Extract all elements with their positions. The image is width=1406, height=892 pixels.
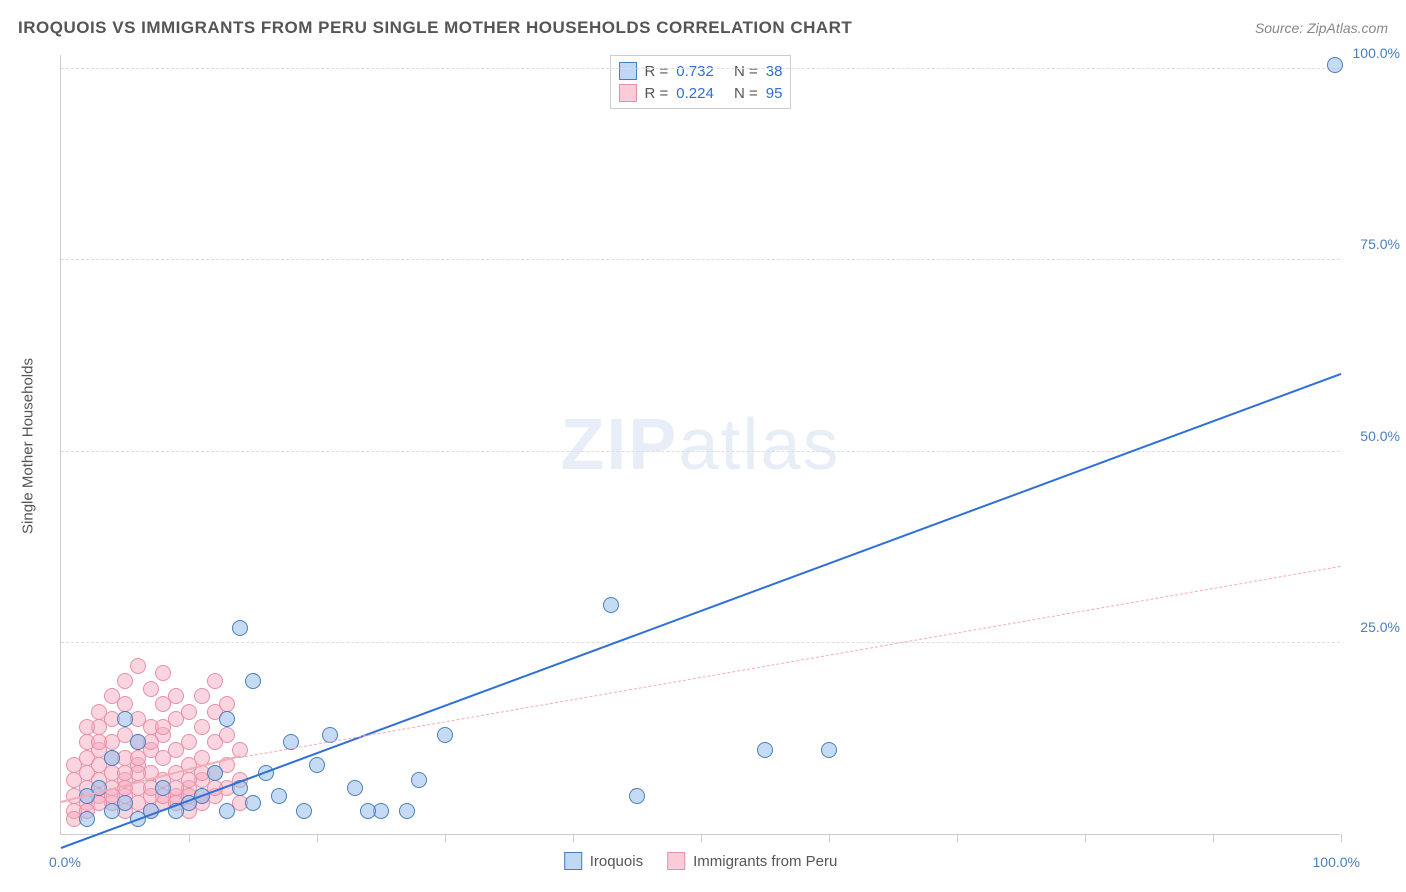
ytick-label: 100.0%: [1353, 45, 1400, 61]
source-attribution: Source: ZipAtlas.com: [1255, 20, 1388, 36]
data-point-pink: [181, 734, 197, 750]
data-point-pink: [91, 734, 107, 750]
gridline-h: [61, 642, 1340, 643]
data-point-blue: [79, 811, 95, 827]
data-point-blue: [296, 803, 312, 819]
data-point-blue: [360, 803, 376, 819]
xtick-mark: [189, 834, 190, 842]
data-point-blue: [757, 742, 773, 758]
data-point-blue: [155, 780, 171, 796]
ytick-label: 50.0%: [1360, 428, 1400, 444]
data-point-pink: [194, 719, 210, 735]
data-point-pink: [143, 681, 159, 697]
r-value: 0.732: [676, 63, 714, 80]
swatch-icon: [619, 84, 637, 102]
r-label: R =: [645, 63, 669, 80]
data-point-blue: [629, 788, 645, 804]
swatch-icon: [564, 852, 582, 870]
watermark-bold: ZIP: [560, 405, 678, 485]
scatter-plot-area: ZIPatlas R = 0.732 N = 38 R = 0.224 N = …: [60, 55, 1340, 835]
stats-row-pink: R = 0.224 N = 95: [619, 82, 783, 104]
legend-label: Iroquois: [590, 853, 643, 870]
xtick-mark: [1213, 834, 1214, 842]
xtick-mark: [701, 834, 702, 842]
data-point-pink: [168, 688, 184, 704]
data-point-pink: [181, 704, 197, 720]
n-value: 38: [766, 63, 783, 80]
regression-line: [240, 565, 1341, 757]
data-point-pink: [194, 688, 210, 704]
x-origin-label: 0.0%: [49, 854, 81, 870]
xtick-mark: [317, 834, 318, 842]
legend-label: Immigrants from Peru: [693, 853, 837, 870]
xtick-mark: [1085, 834, 1086, 842]
xtick-mark: [445, 834, 446, 842]
data-point-blue: [271, 788, 287, 804]
chart-header: IROQUOIS VS IMMIGRANTS FROM PERU SINGLE …: [18, 18, 1388, 38]
data-point-pink: [117, 765, 133, 781]
xtick-mark: [829, 834, 830, 842]
data-point-blue: [821, 742, 837, 758]
data-point-blue: [399, 803, 415, 819]
watermark-light: atlas: [678, 405, 840, 485]
data-point-blue: [219, 711, 235, 727]
n-value: 95: [766, 85, 783, 102]
gridline-h: [61, 259, 1340, 260]
data-point-pink: [130, 750, 146, 766]
data-point-blue: [104, 803, 120, 819]
data-point-pink: [117, 673, 133, 689]
gridline-h: [61, 68, 1340, 69]
r-label: R =: [645, 85, 669, 102]
watermark-text: ZIPatlas: [560, 404, 840, 486]
data-point-pink: [155, 719, 171, 735]
x-end-label: 100.0%: [1313, 854, 1360, 870]
correlation-stats-box: R = 0.732 N = 38 R = 0.224 N = 95: [610, 55, 792, 109]
data-point-blue: [437, 727, 453, 743]
data-point-blue: [207, 765, 223, 781]
y-axis-label: Single Mother Households: [20, 358, 37, 534]
data-point-blue: [245, 673, 261, 689]
swatch-icon: [619, 62, 637, 80]
data-point-blue: [309, 757, 325, 773]
data-point-blue: [104, 750, 120, 766]
data-point-blue: [1327, 57, 1343, 73]
legend-item-pink: Immigrants from Peru: [667, 852, 837, 870]
xtick-mark: [957, 834, 958, 842]
data-point-blue: [411, 772, 427, 788]
data-point-blue: [347, 780, 363, 796]
data-point-pink: [79, 719, 95, 735]
data-point-pink: [155, 665, 171, 681]
legend-item-blue: Iroquois: [564, 852, 643, 870]
data-point-blue: [603, 597, 619, 613]
data-point-blue: [245, 795, 261, 811]
xtick-mark: [573, 834, 574, 842]
data-point-pink: [117, 696, 133, 712]
stats-row-blue: R = 0.732 N = 38: [619, 60, 783, 82]
data-point-blue: [219, 803, 235, 819]
xtick-mark: [1341, 834, 1342, 842]
regression-line: [61, 373, 1342, 849]
series-legend: Iroquois Immigrants from Peru: [564, 852, 838, 870]
n-label: N =: [734, 85, 758, 102]
data-point-blue: [130, 734, 146, 750]
data-point-pink: [207, 673, 223, 689]
gridline-h: [61, 451, 1340, 452]
data-point-blue: [117, 711, 133, 727]
ytick-label: 75.0%: [1360, 236, 1400, 252]
chart-title: IROQUOIS VS IMMIGRANTS FROM PERU SINGLE …: [18, 18, 852, 38]
data-point-pink: [219, 727, 235, 743]
n-label: N =: [734, 63, 758, 80]
ytick-label: 25.0%: [1360, 619, 1400, 635]
data-point-pink: [130, 658, 146, 674]
r-value: 0.224: [676, 85, 714, 102]
data-point-pink: [219, 696, 235, 712]
swatch-icon: [667, 852, 685, 870]
data-point-blue: [232, 620, 248, 636]
